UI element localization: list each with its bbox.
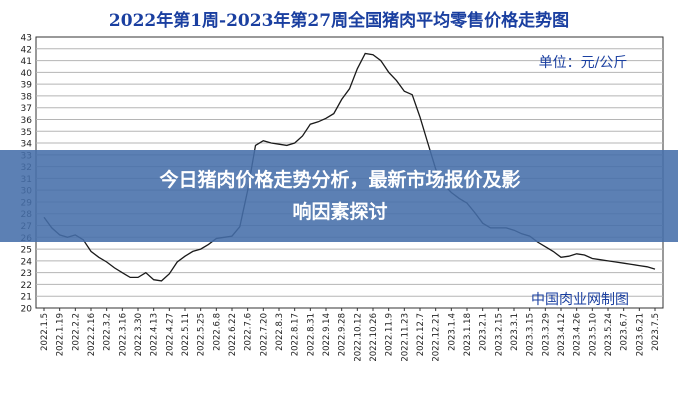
y-tick-label: 21 [21, 293, 32, 303]
x-tick-label: 2022.3.16 [118, 313, 128, 356]
x-tick-label: 2022.3.30 [134, 313, 144, 356]
x-tick-label: 2023.5.24 [604, 313, 614, 356]
x-tick-label: 2022.7.6 [244, 313, 254, 351]
unit-label: 单位：元/公斤 [539, 55, 628, 71]
x-tick-label: 2023.1.4 [447, 313, 457, 351]
x-tick-label: 2022.4.27 [165, 313, 175, 356]
y-tick-label: 35 [21, 128, 32, 138]
x-tick-label: 2023.4.12 [557, 313, 567, 356]
x-tick-label: 2022.10.26 [369, 313, 379, 362]
y-tick-label: 20 [21, 305, 33, 315]
x-tick-label: 2022.4.13 [150, 313, 160, 356]
x-tick-label: 2022.8.31 [306, 313, 316, 356]
y-tick-label: 41 [21, 57, 32, 67]
x-tick-label: 2023.2.15 [494, 313, 504, 356]
x-tick-label: 2023.7.5 [651, 313, 661, 351]
x-tick-label: 2022.1.5 [40, 313, 50, 351]
x-tick-label: 2023.2.1 [479, 313, 489, 351]
x-tick-label: 2022.12.7 [416, 313, 426, 356]
y-tick-label: 34 [21, 140, 33, 150]
watermark-label: 中国肉业网制图 [531, 292, 629, 308]
headline-banner: 今日猪肉价格走势分析，最新市场报价及影 响因素探讨 [0, 150, 678, 242]
x-tick-label: 2022.8.17 [291, 313, 301, 356]
headline-line-1: 今日猪肉价格走势分析，最新市场报价及影 [159, 169, 521, 191]
x-tick-label: 2022.6.22 [228, 313, 238, 356]
series-lines [43, 52, 656, 282]
x-tick-label: 2022.12.21 [432, 313, 442, 362]
headline-line-2: 响因素探讨 [292, 201, 388, 223]
x-tick-label: 2023.3.29 [541, 313, 551, 356]
y-tick-label: 23 [21, 269, 32, 279]
x-tick-label: 2023.6.21 [635, 313, 645, 356]
x-axis-ticks: 2022.1.5 2022.1.19 2022.2.2 2022.2.16 2022.3… [40, 308, 661, 362]
x-tick-label: 2022.10.12 [353, 313, 363, 362]
y-tick-label: 36 [21, 116, 33, 126]
x-tick-label: 2022.1.19 [56, 313, 66, 356]
y-tick-label: 37 [21, 104, 32, 114]
x-tick-label: 2022.3.2 [103, 313, 113, 351]
y-tick-label: 40 [21, 69, 33, 79]
x-tick-label: 2022.8.3 [275, 313, 285, 351]
x-tick-label: 2022.5.11 [181, 313, 191, 356]
x-tick-label: 2023.3.15 [526, 313, 536, 356]
chart-title: 2022年第1周-2023年第27周全国猪肉平均零售价格走势图 [109, 10, 569, 31]
x-tick-label: 2022.9.28 [338, 313, 348, 356]
x-tick-label: 2023.1.18 [463, 313, 473, 356]
x-tick-label: 2022.2.16 [87, 313, 97, 356]
x-tick-label: 2022.5.25 [197, 313, 207, 356]
x-tick-label: 2022.11.9 [385, 313, 395, 356]
x-tick-label: 2022.2.2 [71, 313, 81, 351]
x-tick-label: 2023.5.10 [588, 313, 598, 356]
headline-title: 今日猪肉价格走势分析，最新市场报价及影 响因素探讨 [40, 164, 640, 228]
y-tick-label: 38 [21, 92, 33, 102]
x-tick-label: 2022.7.20 [259, 313, 269, 356]
y-tick-label: 22 [21, 281, 32, 291]
x-tick-label: 2023.3.1 [510, 313, 520, 351]
y-tick-label: 39 [21, 81, 33, 91]
x-tick-label: 2022.6.8 [212, 313, 222, 351]
x-tick-label: 2022.9.14 [322, 313, 332, 356]
x-tick-label: 2023.6.7 [620, 313, 630, 351]
series-line [43, 52, 656, 282]
y-tick-label: 43 [21, 34, 32, 44]
y-tick-label: 25 [21, 246, 32, 256]
x-tick-label: 2022.11.23 [400, 313, 410, 362]
x-tick-label: 2023.4.26 [573, 313, 583, 356]
y-tick-label: 42 [21, 45, 32, 55]
y-tick-label: 24 [21, 257, 33, 267]
